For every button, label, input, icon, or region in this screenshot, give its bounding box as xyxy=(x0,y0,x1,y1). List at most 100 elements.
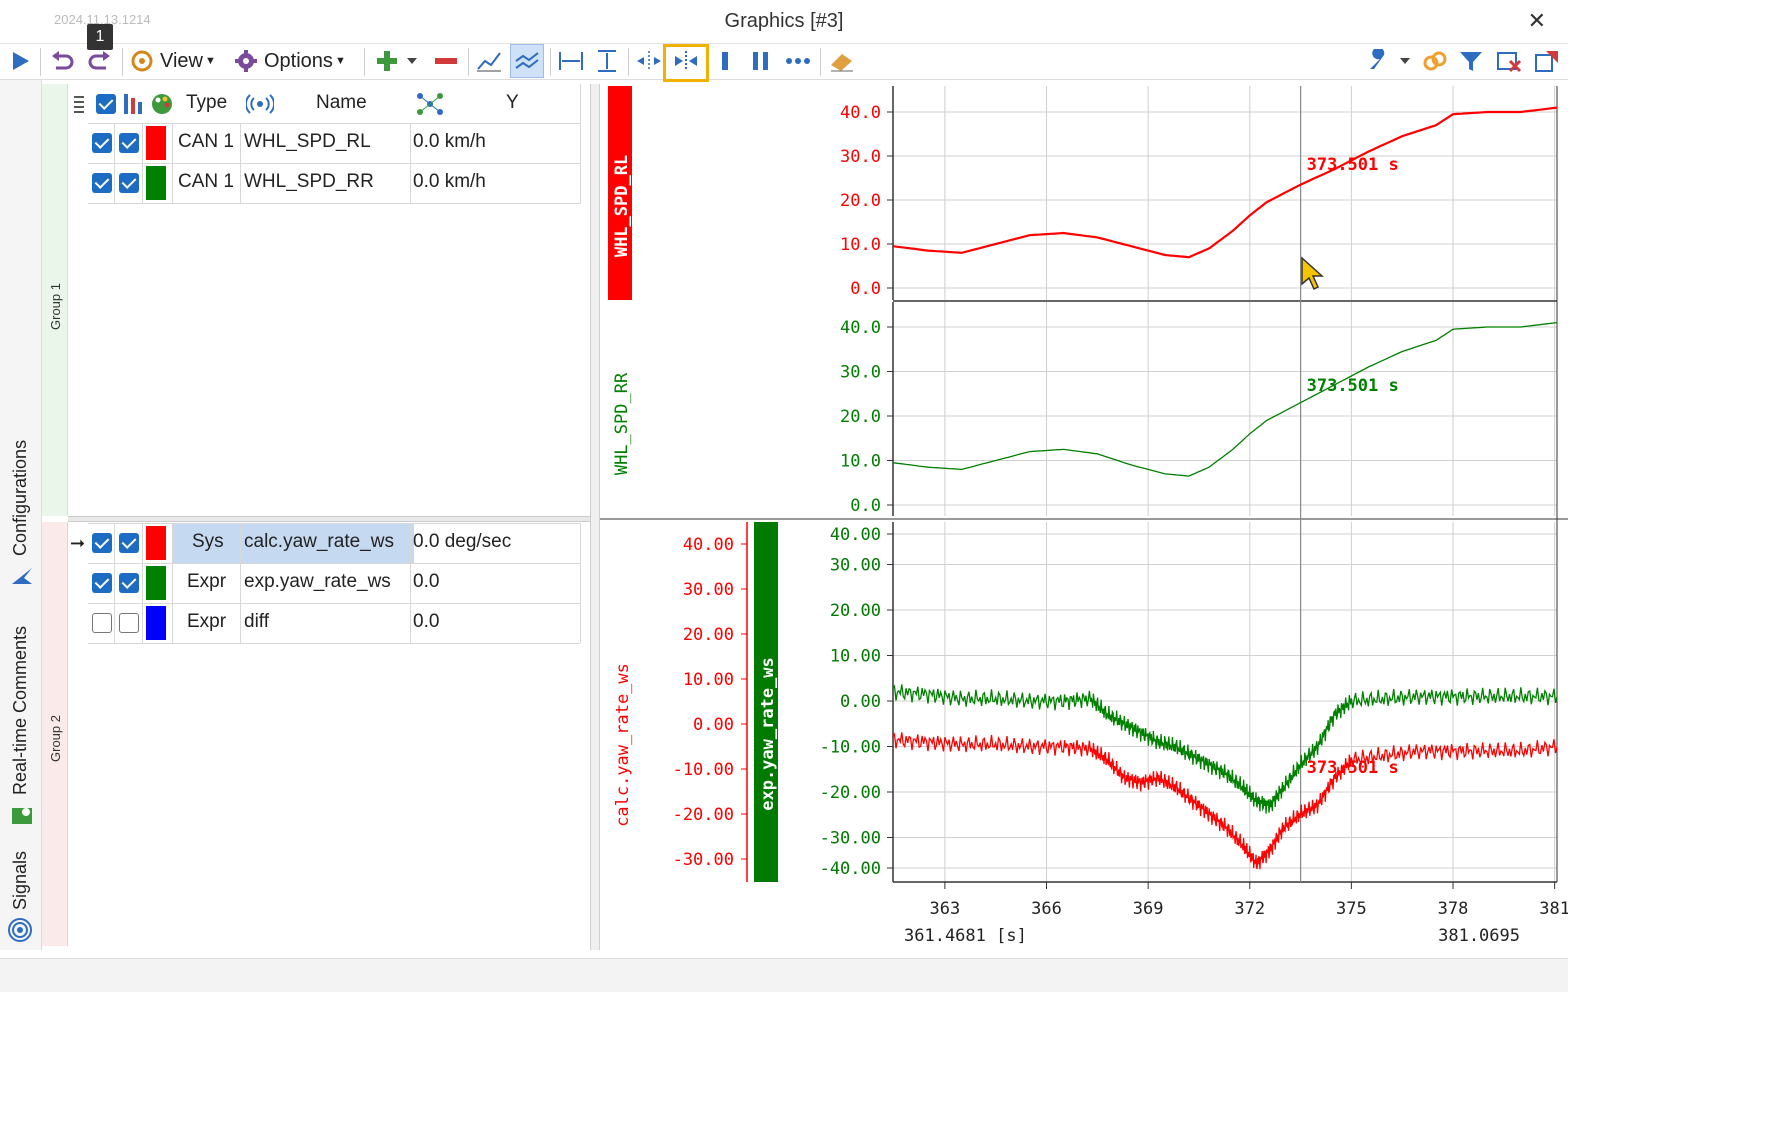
redo-icon[interactable] xyxy=(84,44,114,78)
series-label-exp-yaw: exp.yaw_rate_ws xyxy=(758,657,778,811)
play-icon[interactable] xyxy=(6,44,34,78)
y-tick-label: 10.0 xyxy=(840,452,881,472)
export-icon[interactable] xyxy=(1532,44,1562,78)
cursor-center-icon[interactable] xyxy=(667,44,705,78)
row-divider xyxy=(88,563,580,564)
y-tick-label: 30.0 xyxy=(840,147,881,167)
chevron-down-icon: ▼ xyxy=(334,55,346,67)
signal-type: Expr xyxy=(187,611,227,632)
enable-checkbox[interactable] xyxy=(92,173,112,193)
column-divider xyxy=(240,523,241,643)
row-divider xyxy=(88,203,580,204)
tab-configurations[interactable]: Configurations xyxy=(10,439,30,556)
table-row[interactable]: CAN 1 WHL_SPD_RR 0.0 km/h xyxy=(88,163,580,203)
cursor-time-label: 373.501 s xyxy=(1307,758,1399,778)
color-swatch[interactable] xyxy=(146,606,166,640)
eraser-icon[interactable] xyxy=(826,44,858,78)
x-tick-label: 372 xyxy=(1234,899,1265,919)
graph-area[interactable]: 40.0 30.0 20.0 10.0 0.0 40.0 30.0 20.0 10.0 0.0 40… xyxy=(600,84,1568,950)
table-row[interactable]: CAN 1 WHL_SPD_RL 0.0 km/h xyxy=(88,123,580,163)
signal-value: 0.0 km/h xyxy=(413,131,486,152)
highlighted-tool-frame xyxy=(663,44,709,82)
color-swatch[interactable] xyxy=(146,126,166,160)
add-signal-button[interactable] xyxy=(372,44,420,78)
signal-name: WHL_SPD_RR xyxy=(244,171,374,192)
column-divider xyxy=(410,123,411,203)
line-chart-icon[interactable] xyxy=(474,44,504,78)
column-settings-icon[interactable] xyxy=(74,94,84,121)
visible-checkbox[interactable] xyxy=(119,613,139,633)
signal-type: CAN 1 xyxy=(178,171,234,192)
y-tick-label-right: 30.00 xyxy=(830,556,881,576)
gear-icon xyxy=(235,50,257,72)
table-row[interactable]: Expr diff 0.0 xyxy=(88,603,580,643)
broadcast-icon xyxy=(244,92,276,121)
signal-value: 0.0 xyxy=(413,611,440,632)
cursor-spread-icon[interactable] xyxy=(634,44,664,78)
enable-checkbox[interactable] xyxy=(92,613,112,633)
close-icon[interactable]: ✕ xyxy=(1527,8,1546,33)
x-tick-label: 369 xyxy=(1133,899,1164,919)
column-header-type[interactable]: Type xyxy=(186,92,228,113)
link-icon[interactable] xyxy=(1420,44,1450,78)
fit-horizontal-icon[interactable] xyxy=(556,44,586,78)
enable-checkbox[interactable] xyxy=(92,573,112,593)
undo-icon[interactable] xyxy=(48,44,78,78)
comment-icon xyxy=(10,804,34,833)
color-swatch[interactable] xyxy=(146,166,166,200)
color-swatch[interactable] xyxy=(146,526,166,560)
view-menu-button[interactable]: View ▼ xyxy=(130,44,226,78)
column-header-y[interactable]: Y xyxy=(506,92,519,113)
visibility-column-icon xyxy=(122,92,144,121)
double-cursor-icon[interactable] xyxy=(746,44,776,78)
column-divider xyxy=(142,523,143,643)
filter-icon[interactable] xyxy=(1456,44,1486,78)
toolbar-divider xyxy=(628,48,629,76)
remove-signal-button[interactable] xyxy=(430,44,462,78)
panel-splitter[interactable] xyxy=(590,84,600,950)
y-tick-label-right: -10.00 xyxy=(820,738,881,758)
toolbar xyxy=(0,44,1568,80)
single-cursor-icon[interactable] xyxy=(714,44,736,78)
y-tick-label: 0.0 xyxy=(850,279,881,299)
visible-checkbox[interactable] xyxy=(119,573,139,593)
wrench-menu-icon[interactable] xyxy=(1364,44,1412,78)
x-tick-label: 381 xyxy=(1539,899,1568,919)
view-menu-label: View xyxy=(160,49,203,72)
table-row[interactable]: Sys calc.yaw_rate_ws 0.0 deg/sec xyxy=(88,523,580,563)
visible-checkbox[interactable] xyxy=(119,533,139,553)
options-menu-button[interactable]: Options ▼ xyxy=(234,44,356,78)
column-divider xyxy=(580,84,581,204)
series-label-WHL_SPD_RR: WHL_SPD_RR xyxy=(612,372,632,475)
tab-real-time-comments[interactable]: Real-time Comments xyxy=(10,625,30,795)
color-swatch[interactable] xyxy=(146,566,166,600)
cursor-time-label: 373.501 s xyxy=(1307,155,1399,175)
select-all-checkbox[interactable] xyxy=(96,94,116,114)
column-header-name[interactable]: Name xyxy=(316,92,367,113)
y-tick-label-right: 40.00 xyxy=(830,525,881,545)
y-tick-label: 30.0 xyxy=(840,363,881,383)
clear-window-icon[interactable] xyxy=(1494,44,1524,78)
row-divider xyxy=(88,643,580,644)
row-selection-highlight xyxy=(172,523,414,563)
series-line-calc.yaw_rate_ws xyxy=(892,732,1558,870)
group-splitter[interactable] xyxy=(68,516,590,522)
enable-checkbox[interactable] xyxy=(92,533,112,553)
fit-vertical-icon[interactable] xyxy=(592,44,622,78)
column-divider xyxy=(240,123,241,203)
tab-signals[interactable]: Signals xyxy=(10,850,30,910)
y-tick-label-right: 0.00 xyxy=(840,692,881,712)
visible-checkbox[interactable] xyxy=(119,133,139,153)
toolbar-divider xyxy=(550,48,551,76)
table-row[interactable]: Expr exp.yaw_rate_ws 0.0 xyxy=(88,563,580,603)
more-icon[interactable] xyxy=(782,44,814,78)
y-tick-label-left: -30.00 xyxy=(673,850,734,870)
column-divider xyxy=(172,123,173,203)
y-tick-label-right: 20.00 xyxy=(830,601,881,621)
multi-line-chart-icon[interactable] xyxy=(510,44,544,78)
signal-type: CAN 1 xyxy=(178,131,234,152)
x-end-label: 381.0695 xyxy=(1438,926,1520,946)
visible-checkbox[interactable] xyxy=(119,173,139,193)
series-line-exp.yaw_rate_ws xyxy=(892,684,1558,814)
enable-checkbox[interactable] xyxy=(92,133,112,153)
